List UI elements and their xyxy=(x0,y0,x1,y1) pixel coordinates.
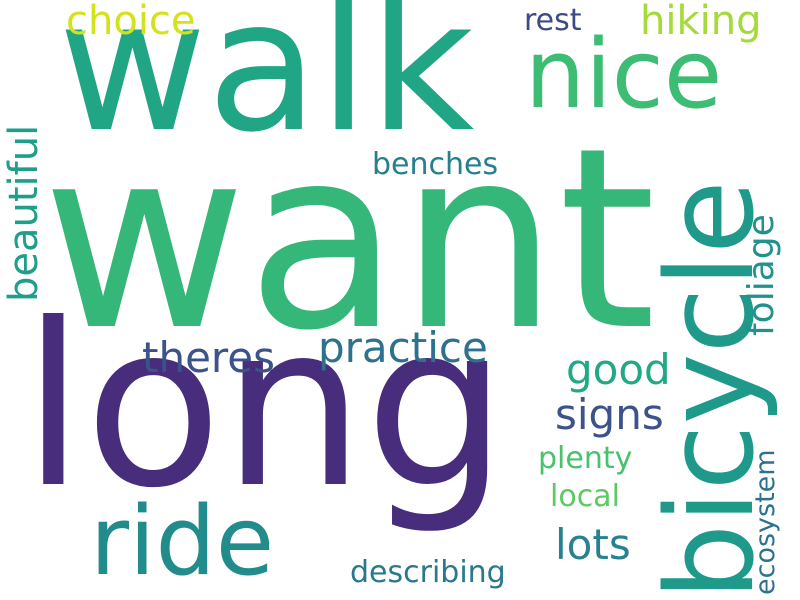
word-signs: signs xyxy=(555,390,664,439)
word-rest: rest xyxy=(524,3,582,38)
word-long: long xyxy=(22,276,508,538)
word-lots: lots xyxy=(555,520,631,569)
word-local: local xyxy=(550,479,620,514)
word-good: good xyxy=(566,345,671,394)
word-theres: theres xyxy=(142,333,275,382)
word-ride: ride xyxy=(90,487,275,597)
word-hiking: hiking xyxy=(640,0,762,44)
word-plenty: plenty xyxy=(538,441,633,476)
word-ecosystem: ecosystem xyxy=(750,449,781,595)
word-benches: benches xyxy=(372,147,499,182)
word-nice: nice xyxy=(525,20,723,130)
word-want: want xyxy=(42,94,657,385)
word-practice: practice xyxy=(318,323,488,372)
word-describing: describing xyxy=(350,555,506,590)
word-beautiful: beautiful xyxy=(1,124,47,302)
word-foliage: foliage xyxy=(741,214,782,336)
word-choice: choice xyxy=(66,0,196,44)
word-walk: walk xyxy=(58,0,475,172)
